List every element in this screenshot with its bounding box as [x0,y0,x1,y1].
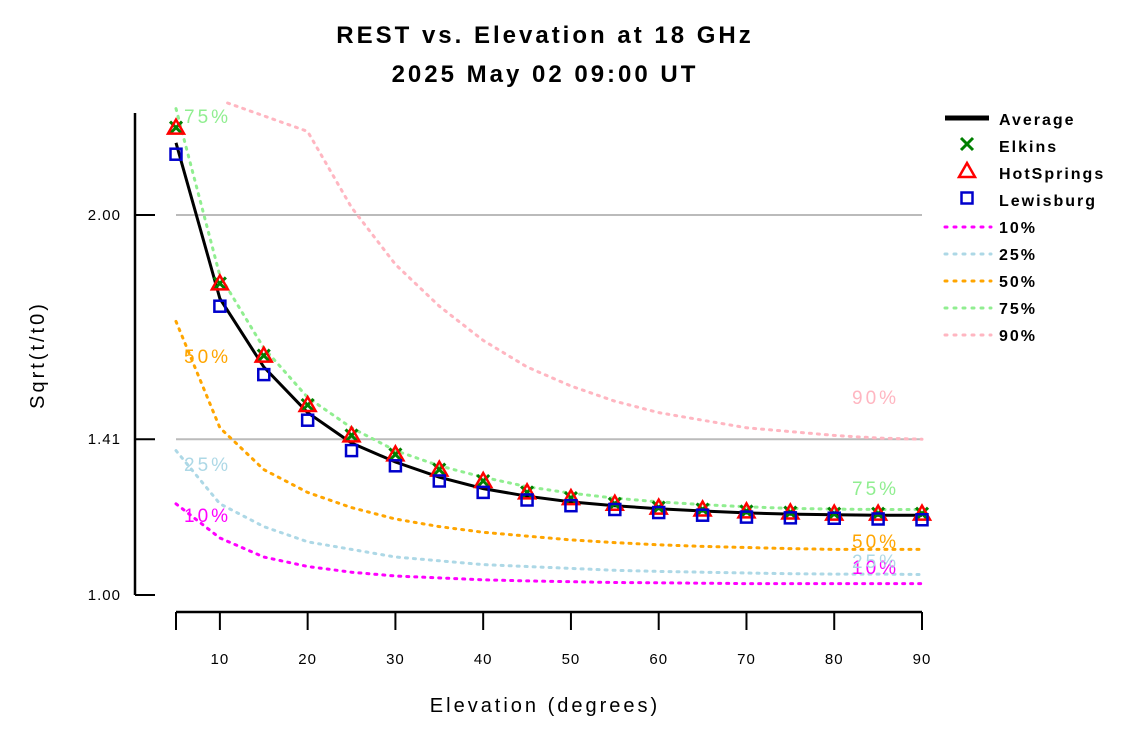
lewisburg-point-11 [651,505,666,520]
percentile-line-75 [174,107,924,511]
elkins-point-3-stroke-b [300,397,315,413]
reference-lines [176,214,922,441]
elkins-point-9-stroke-b [563,491,579,506]
legend-25pct-label: 25% [999,247,1037,264]
legend-lewisburg-swatch [960,191,974,205]
elkins-point-4 [344,428,359,443]
x-tick-label-8: 90 [913,651,932,668]
hotsprings-point-0 [165,117,187,135]
hotsprings-point-2 [253,345,274,363]
average-series [174,142,922,517]
elkins-point-2-stroke-b [256,348,271,363]
legend-10pct-label: 10% [999,220,1037,237]
y-tick-label-2: 2.00 [88,207,121,224]
elkins-point-6-stroke-b [432,462,447,477]
percentile-lines [174,101,924,586]
lewisburg-point-5 [388,459,403,473]
elkins-point-4-stroke-b [344,428,359,443]
elkins-point-5 [388,447,403,462]
elkins-point-1-stroke-b [212,276,227,291]
lewisburg-point-0 [169,147,183,161]
lewisburg-point-1 [213,299,227,313]
hotsprings-point-17 [911,503,933,521]
lewisburg-point-15 [827,511,841,525]
percentile-label-90-8: 90% [852,388,899,409]
elkins-point-9 [563,491,579,506]
percentile-label-25-1: 25% [184,455,231,476]
chart-subtitle: 2025 May 02 09:00 UT [392,61,699,88]
legend-50pct-label: 50% [999,274,1037,291]
legend: Average Elkins HotSprings Lewisburg 10% 25% 50… [943,112,1105,345]
elkins-point-8-stroke-b [519,485,535,500]
x-tick-label-2: 30 [386,651,405,668]
station-markers [165,117,933,527]
legend-hotsprings-swatch [956,160,978,179]
percentile-line-90 [226,101,924,441]
lewisburg-point-14 [783,511,798,525]
legend-90pct-label: 90% [999,328,1037,345]
x-tick-label-3: 40 [474,651,493,668]
percentile-label-10-4: 10% [852,558,899,579]
percentile-label-50-2: 50% [184,347,231,368]
elkins-point-3 [300,397,315,413]
percentile-label-25-5: 25% [852,552,899,573]
legend-75pct-label: 75% [999,301,1037,318]
lewisburg-point-7 [476,485,490,500]
legend-hotsprings-label: HotSprings [999,166,1105,183]
x-tick-label-6: 70 [737,651,756,668]
hotsprings-point-9 [560,487,582,506]
chart-title: REST vs. Elevation at 18 GHz [336,22,753,49]
x-tick-label-5: 60 [649,651,668,668]
legend-elkins-swatch [959,136,975,152]
percentile-label-50-6: 50% [852,532,899,553]
lewisburg-point-8 [520,493,534,507]
percentile-label-75-3: 75% [184,107,231,128]
lewisburg-point-6 [432,474,447,488]
x-axis-label: Elevation (degrees) [430,695,660,717]
lewisburg-point-12 [695,508,710,522]
percentile-labels: 10%25%50%75%10%25%50%75%90% [184,107,899,579]
legend-elkins-swatch-stroke-b [959,136,975,152]
average-line [174,142,922,517]
elkins-point-0 [168,120,184,135]
elkins-point-2 [256,348,271,363]
elkins-point-7 [476,473,491,489]
hotsprings-point-8 [516,481,538,500]
hotsprings-point-3 [297,394,318,413]
lewisburg-point-17 [915,513,929,527]
elkins-point-5-stroke-b [388,447,403,462]
y-tick-label-1: 1.41 [88,431,121,448]
hotsprings-point-4 [341,424,362,443]
lewisburg-point-3 [300,413,315,427]
elkins-point-1 [212,276,227,291]
x-tick-label-7: 80 [825,651,844,668]
elkins-point-0-stroke-b [168,120,184,135]
legend-lewisburg-label: Lewisburg [999,193,1097,210]
x-tick-label-0: 10 [211,651,230,668]
lewisburg-point-13 [739,510,754,524]
elkins-point-7-stroke-b [476,473,491,489]
y-tick-label-0: 1.00 [88,587,121,604]
hotsprings-point-1 [209,272,231,291]
x-tick-label-4: 50 [562,651,581,668]
percentile-line-50 [174,319,924,551]
percentile-line-10 [174,502,924,586]
legend-elkins-label: Elkins [999,139,1058,156]
lewisburg-point-16 [871,512,885,526]
lewisburg-point-4 [344,443,359,458]
lewisburg-point-2 [257,367,271,382]
percentile-label-10-0: 10% [184,506,231,527]
elkins-point-8 [519,485,535,500]
lewisburg-point-10 [608,502,622,517]
y-axis-label: Sqrt(t/t0) [27,301,49,409]
percentile-line-25 [174,449,924,576]
percentile-label-75-7: 75% [852,479,899,500]
axes: 1.00 1.41 2.00 10 20 30 40 50 60 70 80 90 [88,113,932,668]
x-tick-label-1: 20 [298,651,317,668]
lewisburg-point-9 [564,498,578,513]
elkins-point-6 [432,462,447,477]
legend-average-label: Average [999,112,1076,129]
